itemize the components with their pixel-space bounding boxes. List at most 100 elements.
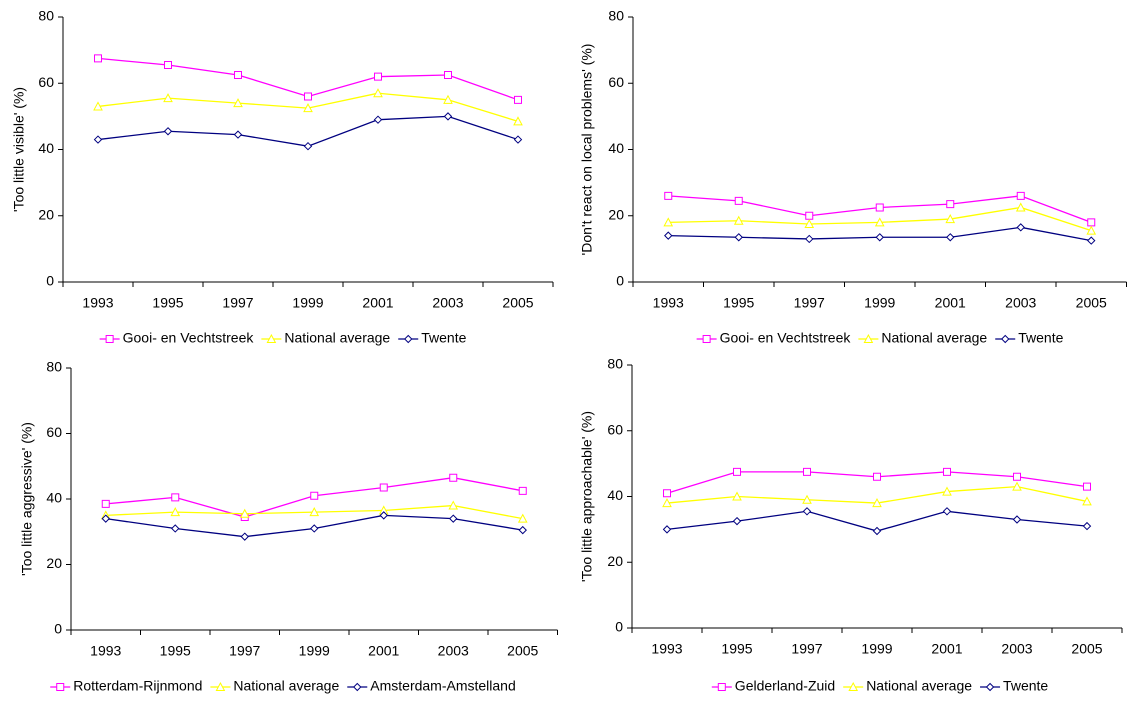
- marker: [215, 681, 226, 691]
- y-axis-label: 'Too little aggressive' (%): [19, 422, 35, 576]
- marker: [518, 486, 527, 495]
- marker: [942, 507, 952, 516]
- marker: [373, 88, 383, 98]
- series-line: [97, 115, 519, 147]
- line-chart: 0 20 40 60 80 1993 1995 1997 1999 2001 2003 2005 'To…: [11, 8, 554, 346]
- marker: [717, 683, 726, 691]
- x-tick-label: 2005: [1071, 641, 1102, 657]
- legend-label: National average: [284, 330, 390, 346]
- marker: [985, 682, 995, 692]
- line-chart: 0 20 40 60 80 1993 1995 1997 1999 2001 2003 2005 'To…: [19, 359, 558, 694]
- legend: Gooi- en Vechtstreek National average Twen…: [99, 330, 467, 346]
- x-tick-label: 2003: [438, 643, 469, 659]
- x-tick-label: 2003: [1005, 295, 1036, 311]
- marker: [945, 214, 956, 224]
- x-tick-label: 1997: [229, 643, 260, 659]
- legend-label: National average: [881, 330, 987, 346]
- marker: [518, 525, 527, 535]
- marker: [517, 513, 528, 523]
- x-tick-label: 1993: [90, 643, 121, 659]
- x-tick-label: 1995: [721, 641, 752, 657]
- legend-item: Gooi- en Vechtstreek: [99, 330, 255, 346]
- legend-label: Twente: [1003, 678, 1048, 694]
- x-tick-label: 1993: [651, 641, 682, 657]
- marker: [93, 135, 103, 144]
- x-tick-label: 2005: [507, 643, 538, 659]
- legend-item: Rotterdam-Rijnmond: [50, 678, 202, 694]
- legend-item: Twente: [995, 330, 1064, 346]
- y-tick-label: 60: [46, 424, 62, 440]
- marker: [732, 491, 742, 501]
- marker: [1001, 334, 1010, 344]
- x-tick-label: 1997: [791, 641, 822, 657]
- marker: [734, 233, 743, 242]
- y-tick-label: 40: [38, 140, 54, 156]
- y-axis-label: 'Don't react on local problems' (%): [579, 44, 595, 256]
- marker: [662, 525, 672, 534]
- x-tick-label: 1999: [861, 641, 892, 657]
- marker: [373, 115, 383, 124]
- y-tick-label: 20: [46, 555, 62, 571]
- marker: [733, 215, 744, 225]
- marker: [404, 334, 413, 344]
- marker: [170, 507, 181, 517]
- legend-item: National average: [261, 330, 390, 346]
- marker: [379, 483, 388, 492]
- x-tick-label: 2001: [368, 643, 399, 659]
- marker: [379, 511, 388, 520]
- marker: [848, 681, 859, 691]
- legend-label: Gelderland-Zuid: [735, 678, 835, 694]
- marker: [805, 234, 814, 244]
- y-axis-label: 'Too little approachable' (%): [579, 411, 595, 582]
- marker: [702, 335, 711, 343]
- marker: [310, 524, 319, 533]
- marker: [240, 532, 249, 541]
- y-tick-label: 0: [616, 273, 624, 289]
- x-tick-label: 2003: [432, 295, 463, 311]
- legend-label: Gooi- en Vechtstreek: [123, 330, 255, 346]
- marker: [802, 507, 812, 516]
- x-tick-label: 2003: [1001, 641, 1032, 657]
- legend-item: Gelderland-Zuid: [711, 678, 835, 694]
- x-tick-label: 1999: [299, 643, 330, 659]
- x-tick-label: 1995: [160, 643, 191, 659]
- marker: [443, 94, 453, 104]
- x-tick-label: 2005: [502, 295, 533, 311]
- marker: [449, 473, 458, 482]
- y-tick-label: 60: [607, 421, 623, 437]
- marker: [872, 526, 882, 536]
- legend-item: National average: [843, 678, 972, 694]
- x-tick-label: 2001: [935, 295, 966, 311]
- marker: [875, 233, 884, 242]
- marker: [171, 493, 180, 502]
- marker: [805, 211, 814, 220]
- marker: [804, 218, 815, 229]
- marker: [875, 203, 884, 212]
- legend: Gelderland-Zuid National average Twente: [711, 678, 1048, 694]
- legend-label: National average: [233, 678, 339, 694]
- marker: [664, 231, 673, 240]
- x-tick-label: 2001: [931, 641, 962, 657]
- marker: [863, 333, 874, 343]
- legend-item: Twente: [980, 678, 1048, 694]
- marker: [664, 191, 673, 200]
- line-chart: 0 20 40 60 80 1993 1995 1997 1999 2001 2003 2005 'To…: [579, 356, 1123, 694]
- marker: [164, 61, 172, 70]
- y-tick-label: 20: [38, 206, 54, 222]
- marker: [266, 333, 277, 343]
- marker: [234, 70, 242, 79]
- x-tick-label: 1993: [653, 295, 684, 311]
- marker: [1012, 481, 1022, 491]
- y-tick-label: 20: [607, 553, 623, 569]
- marker: [1016, 223, 1025, 232]
- marker: [662, 498, 672, 508]
- y-tick-label: 0: [615, 619, 623, 635]
- x-tick-label: 1995: [152, 295, 183, 311]
- legend-label: Twente: [421, 330, 466, 346]
- y-tick-label: 40: [46, 490, 62, 506]
- marker: [310, 491, 319, 500]
- marker: [514, 95, 522, 104]
- marker: [309, 507, 320, 517]
- marker: [1016, 191, 1025, 200]
